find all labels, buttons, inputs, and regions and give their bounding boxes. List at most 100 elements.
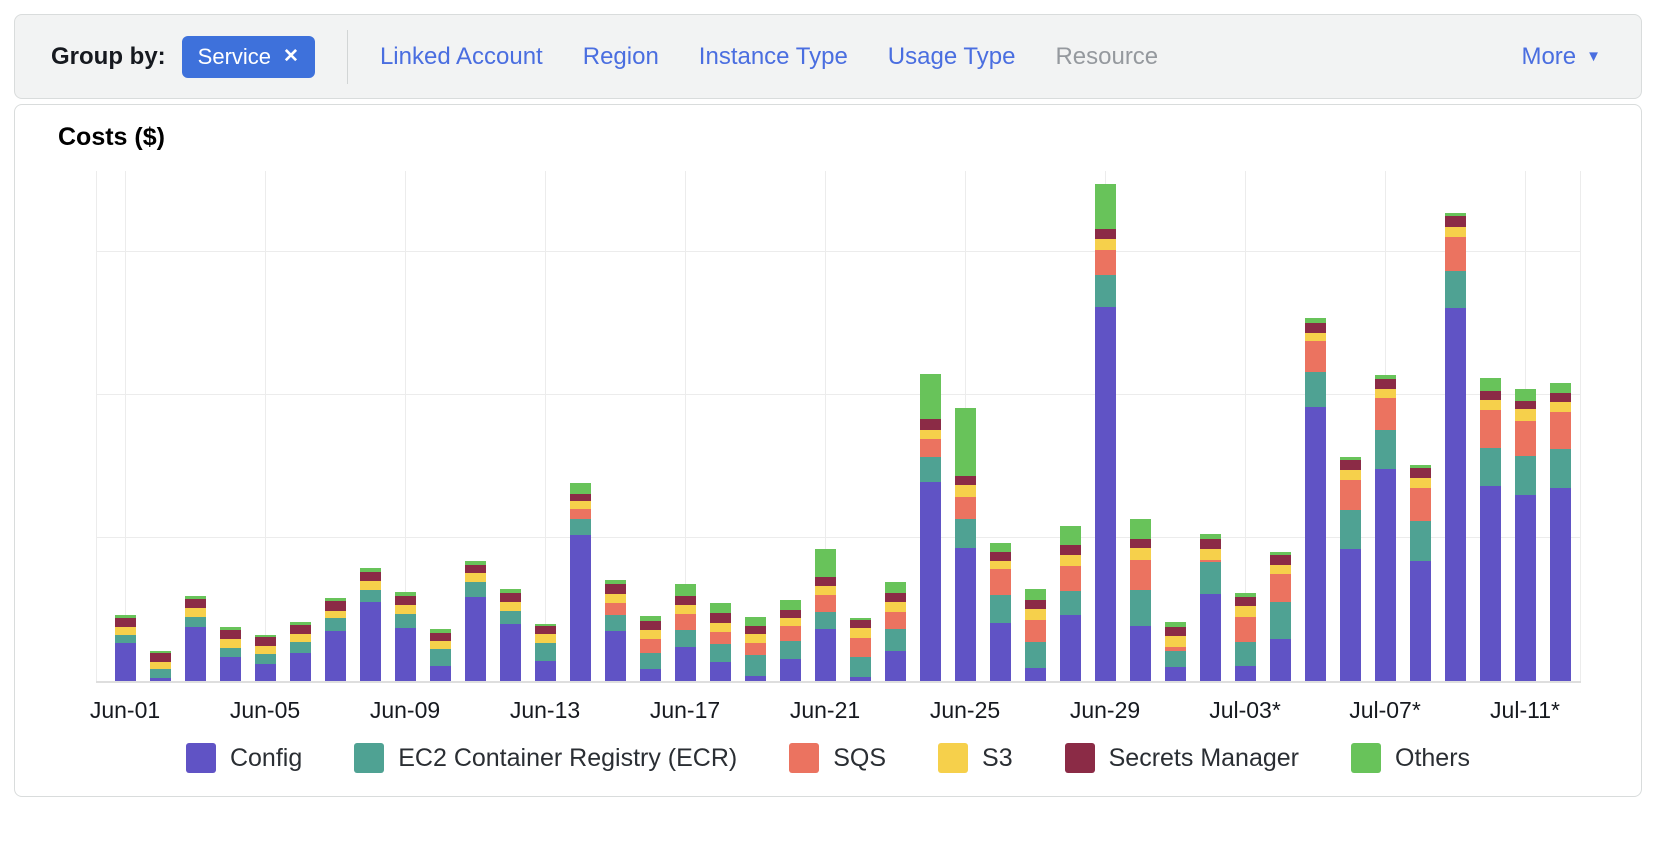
- bar-segment-config[interactable]: [1059, 614, 1081, 681]
- bar-segment-secrets-manager[interactable]: [954, 476, 976, 486]
- bar-segment-s3[interactable]: [639, 629, 661, 640]
- bar-segment-ec2-container-registry-ecr[interactable]: [1129, 589, 1151, 626]
- bar-segment-others[interactable]: [1409, 465, 1431, 469]
- bar-segment-ec2-container-registry-ecr[interactable]: [359, 590, 381, 603]
- bar-segment-others[interactable]: [1514, 388, 1536, 402]
- bar-segment-others[interactable]: [534, 623, 556, 626]
- bar-segment-config[interactable]: [429, 665, 451, 681]
- bar-segment-others[interactable]: [359, 568, 381, 572]
- bar-segment-s3[interactable]: [394, 605, 416, 614]
- bar-segment-secrets-manager[interactable]: [394, 595, 416, 606]
- bar-segment-s3[interactable]: [359, 581, 381, 591]
- bar-segment-config[interactable]: [1129, 625, 1151, 681]
- bar-Jun-05[interactable]: [254, 635, 276, 681]
- bar-Jun-13[interactable]: [534, 623, 556, 681]
- bar-segment-secrets-manager[interactable]: [114, 618, 136, 627]
- bar-segment-ec2-container-registry-ecr[interactable]: [569, 518, 591, 536]
- bar-segment-ec2-container-registry-ecr[interactable]: [954, 519, 976, 549]
- bar-segment-s3[interactable]: [1549, 401, 1571, 413]
- bar-segment-others[interactable]: [604, 579, 626, 584]
- bar-segment-secrets-manager[interactable]: [184, 599, 206, 609]
- bar-segment-s3[interactable]: [429, 641, 451, 650]
- group-by-link-usage-type[interactable]: Usage Type: [887, 42, 1016, 70]
- bar-segment-s3[interactable]: [709, 622, 731, 632]
- bar-segment-sqs[interactable]: [1409, 487, 1431, 522]
- bar-segment-secrets-manager[interactable]: [884, 593, 906, 602]
- bar-Jun-10[interactable]: [429, 629, 451, 681]
- bar-segment-ec2-container-registry-ecr[interactable]: [394, 613, 416, 628]
- bar-segment-config[interactable]: [1479, 486, 1501, 681]
- bar-segment-others[interactable]: [184, 596, 206, 600]
- bar-segment-others[interactable]: [1444, 212, 1466, 217]
- bar-segment-s3[interactable]: [744, 633, 766, 643]
- bar-segment-sqs[interactable]: [1339, 479, 1361, 511]
- bar-segment-ec2-container-registry-ecr[interactable]: [1199, 561, 1221, 594]
- bar-segment-ec2-container-registry-ecr[interactable]: [1374, 430, 1396, 470]
- bar-Jun-25[interactable]: [954, 407, 976, 681]
- bar-segment-ec2-container-registry-ecr[interactable]: [114, 635, 136, 643]
- bar-segment-s3[interactable]: [604, 593, 626, 603]
- bar-segment-others[interactable]: [569, 483, 591, 494]
- bar-segment-ec2-container-registry-ecr[interactable]: [254, 654, 276, 665]
- bar-segment-config[interactable]: [884, 650, 906, 681]
- bar-segment-secrets-manager[interactable]: [1094, 229, 1116, 239]
- bar-segment-ec2-container-registry-ecr[interactable]: [464, 581, 486, 597]
- bar-segment-s3[interactable]: [254, 646, 276, 655]
- bar-segment-config[interactable]: [289, 653, 311, 681]
- bar-segment-s3[interactable]: [1374, 388, 1396, 399]
- bar-Jul-09[interactable]: [1444, 212, 1466, 681]
- bar-segment-others[interactable]: [1549, 383, 1571, 394]
- bar-segment-secrets-manager[interactable]: [464, 564, 486, 574]
- bar-segment-ec2-container-registry-ecr[interactable]: [1409, 521, 1431, 562]
- bar-segment-secrets-manager[interactable]: [1024, 599, 1046, 610]
- bar-segment-s3[interactable]: [289, 634, 311, 643]
- bar-segment-s3[interactable]: [1024, 609, 1046, 620]
- bar-segment-sqs[interactable]: [884, 611, 906, 630]
- bar-segment-ec2-container-registry-ecr[interactable]: [499, 611, 521, 625]
- bar-segment-config[interactable]: [1304, 407, 1326, 681]
- bar-Jun-30[interactable]: [1129, 519, 1151, 681]
- group-by-link-linked-account[interactable]: Linked Account: [379, 42, 543, 70]
- bar-segment-ec2-container-registry-ecr[interactable]: [1059, 591, 1081, 615]
- bar-Jul-08[interactable]: [1409, 465, 1431, 681]
- bar-Jul-10[interactable]: [1479, 377, 1501, 681]
- bar-Jun-15[interactable]: [604, 579, 626, 681]
- bar-segment-others[interactable]: [849, 617, 871, 621]
- bar-segment-sqs[interactable]: [1269, 573, 1291, 603]
- bar-segment-ec2-container-registry-ecr[interactable]: [814, 611, 836, 630]
- bar-segment-secrets-manager[interactable]: [674, 596, 696, 606]
- bar-segment-config[interactable]: [359, 602, 381, 681]
- bar-Jun-07[interactable]: [324, 597, 346, 681]
- bar-segment-config[interactable]: [1514, 494, 1536, 681]
- bar-segment-others[interactable]: [149, 650, 171, 654]
- bar-Jun-02[interactable]: [149, 650, 171, 681]
- bar-segment-s3[interactable]: [464, 573, 486, 582]
- bar-segment-secrets-manager[interactable]: [219, 630, 241, 640]
- bar-segment-config[interactable]: [534, 661, 556, 681]
- bar-segment-secrets-manager[interactable]: [499, 592, 521, 603]
- bar-Jun-29[interactable]: [1094, 183, 1116, 681]
- bar-segment-config[interactable]: [1549, 487, 1571, 681]
- bar-segment-sqs[interactable]: [1059, 565, 1081, 592]
- bar-segment-config[interactable]: [1199, 593, 1221, 681]
- bar-segment-sqs[interactable]: [1199, 559, 1221, 562]
- bar-segment-sqs[interactable]: [1374, 398, 1396, 431]
- bar-segment-config[interactable]: [709, 661, 731, 681]
- bar-segment-config[interactable]: [569, 535, 591, 681]
- bar-segment-secrets-manager[interactable]: [814, 577, 836, 587]
- bar-segment-secrets-manager[interactable]: [1269, 555, 1291, 565]
- bar-Jul-05[interactable]: [1304, 318, 1326, 681]
- group-by-chip-service[interactable]: Service ✕: [181, 35, 315, 78]
- bar-segment-config[interactable]: [1374, 469, 1396, 681]
- bar-segment-secrets-manager[interactable]: [1234, 596, 1256, 607]
- bar-segment-sqs[interactable]: [1129, 560, 1151, 590]
- bar-segment-secrets-manager[interactable]: [604, 583, 626, 594]
- bar-segment-secrets-manager[interactable]: [324, 600, 346, 611]
- bar-segment-sqs[interactable]: [569, 508, 591, 519]
- bar-segment-ec2-container-registry-ecr[interactable]: [289, 642, 311, 653]
- bar-segment-secrets-manager[interactable]: [1199, 538, 1221, 549]
- bar-segment-ec2-container-registry-ecr[interactable]: [219, 648, 241, 657]
- bar-segment-s3[interactable]: [1164, 636, 1186, 648]
- bar-segment-others[interactable]: [1129, 519, 1151, 539]
- bar-segment-ec2-container-registry-ecr[interactable]: [779, 640, 801, 660]
